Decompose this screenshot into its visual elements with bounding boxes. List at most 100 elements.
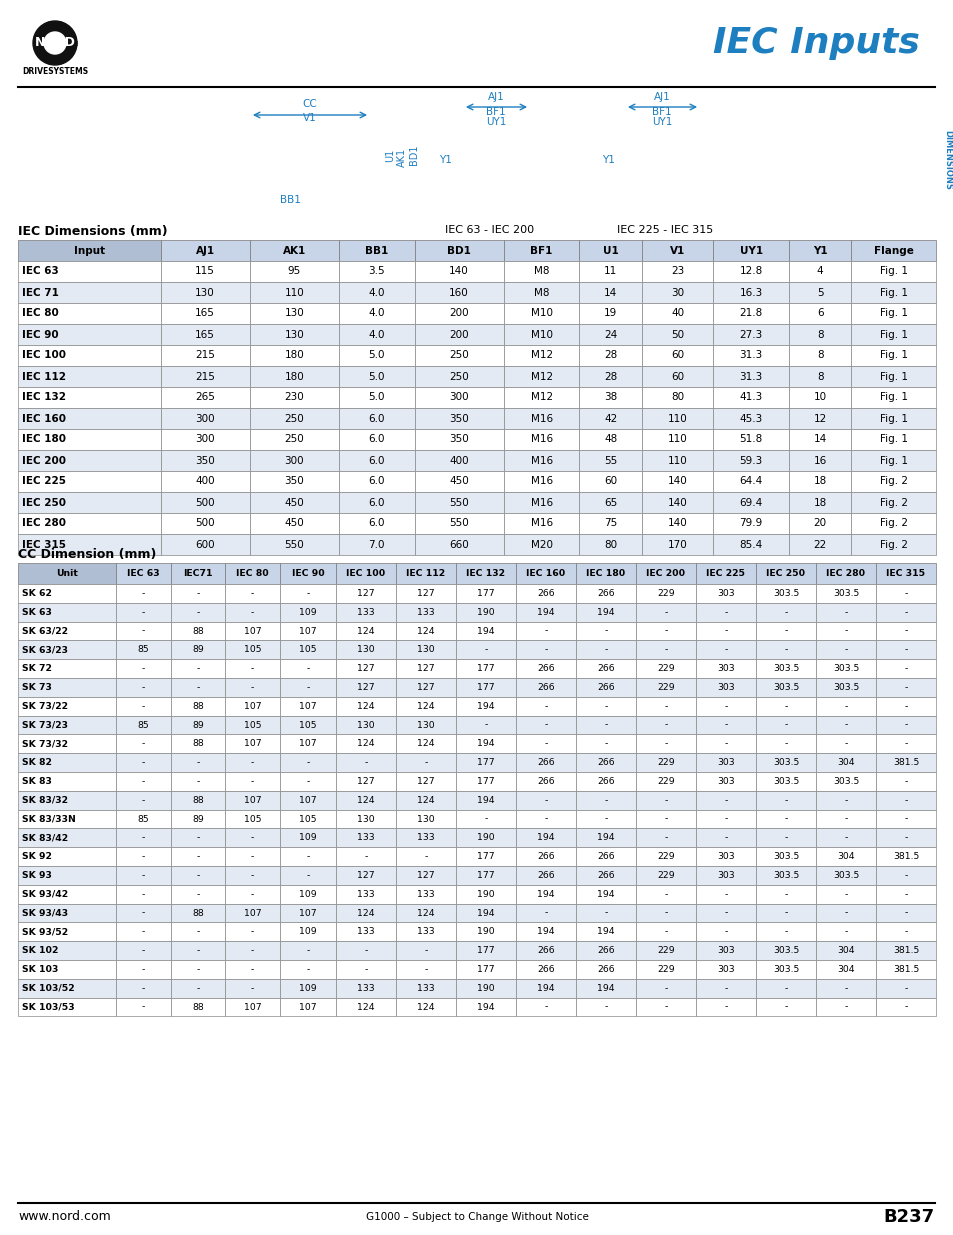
Bar [115,960,172,979]
Bar [695,697,755,715]
Text: 127: 127 [416,589,435,598]
Text: -: - [903,834,906,842]
Text: -: - [843,740,847,748]
Text: -: - [903,889,906,899]
Text: -: - [843,984,847,993]
Bar [713,324,788,345]
Bar [755,847,815,866]
Text: 177: 177 [476,589,494,598]
Bar [815,941,875,960]
Bar [225,753,280,772]
Text: IEC 80: IEC 80 [236,569,269,578]
Bar [695,960,755,979]
Text: SK 93/42: SK 93/42 [22,889,68,899]
Bar [641,261,713,282]
Text: -: - [663,608,667,616]
Bar [695,641,755,659]
Text: 124: 124 [356,909,375,918]
Text: 20: 20 [813,519,826,529]
Bar [172,979,225,998]
Bar [503,261,578,282]
Text: 266: 266 [597,871,614,879]
Bar [280,641,335,659]
Text: V1: V1 [303,112,316,124]
Text: AJ1: AJ1 [195,246,214,256]
Bar [850,450,935,471]
Text: 109: 109 [299,927,316,936]
Bar [815,790,875,810]
Text: 190: 190 [476,834,494,842]
Bar [576,659,636,678]
Text: -: - [603,740,607,748]
Text: -: - [783,701,787,710]
Text: 450: 450 [449,477,469,487]
Text: -: - [723,815,727,824]
Bar [713,450,788,471]
Bar [636,884,695,904]
Bar [115,641,172,659]
Text: -: - [196,589,199,598]
Text: 304: 304 [837,965,854,974]
Bar [516,790,576,810]
Bar [18,584,115,603]
Text: 400: 400 [449,456,469,466]
Bar [115,923,172,941]
Text: -: - [196,889,199,899]
Bar [815,847,875,866]
Bar [225,810,280,829]
Text: M12: M12 [530,372,552,382]
Text: 14: 14 [603,288,617,298]
Text: 230: 230 [284,393,304,403]
Bar [713,261,788,282]
Text: SK 73/22: SK 73/22 [22,701,68,710]
Bar [755,641,815,659]
Bar [755,753,815,772]
Text: 140: 140 [667,498,687,508]
Text: 303: 303 [717,589,734,598]
Bar [875,998,935,1016]
Text: 133: 133 [416,608,435,616]
Bar [18,534,160,555]
Bar [503,387,578,408]
Text: Y1: Y1 [601,156,614,165]
Text: 381.5: 381.5 [892,852,918,861]
Bar [172,563,225,584]
Bar [755,697,815,715]
Bar [516,641,576,659]
Bar [280,884,335,904]
Bar [160,282,250,303]
Text: -: - [483,815,487,824]
Text: 80: 80 [603,540,617,550]
Text: -: - [903,589,906,598]
Bar [695,847,755,866]
Text: -: - [603,701,607,710]
Text: 89: 89 [192,646,204,655]
Bar [172,659,225,678]
Text: -: - [723,740,727,748]
Text: -: - [783,795,787,805]
Text: 266: 266 [537,589,554,598]
Bar [280,621,335,641]
Bar [641,534,713,555]
Bar [755,866,815,884]
Bar [225,960,280,979]
Bar [250,345,338,366]
Bar [18,866,115,884]
Text: 300: 300 [449,393,469,403]
Bar [576,753,636,772]
Text: IEC 80: IEC 80 [22,309,59,319]
Bar [636,998,695,1016]
Text: -: - [251,889,254,899]
Text: IEC 225: IEC 225 [705,569,744,578]
Bar [338,324,415,345]
Text: -: - [424,852,427,861]
Bar [225,678,280,697]
Bar [456,772,516,790]
Bar [755,979,815,998]
Bar [335,904,395,923]
Text: SK 72: SK 72 [22,664,51,673]
Text: -: - [663,927,667,936]
Bar [172,772,225,790]
Text: SK 103/53: SK 103/53 [22,1003,74,1011]
Text: -: - [783,626,787,636]
